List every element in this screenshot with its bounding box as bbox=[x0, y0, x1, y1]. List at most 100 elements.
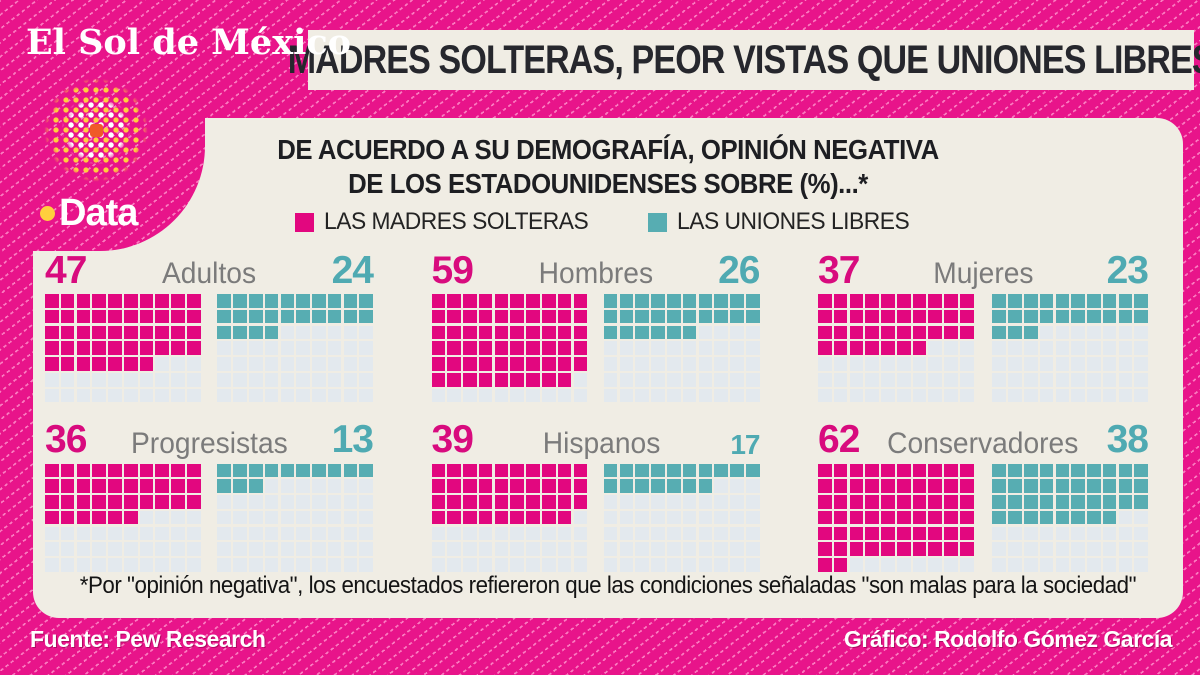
empty-cell bbox=[619, 510, 634, 525]
filled-cell bbox=[447, 479, 461, 493]
filled-cell bbox=[1008, 495, 1022, 509]
filled-cell bbox=[123, 341, 138, 355]
empty-cell bbox=[698, 388, 713, 403]
empty-cell bbox=[296, 495, 310, 509]
filled-cell bbox=[447, 495, 461, 509]
empty-cell bbox=[478, 388, 493, 403]
empty-cell bbox=[187, 542, 201, 556]
empty-cell bbox=[1102, 325, 1117, 340]
filled-cell bbox=[651, 294, 665, 308]
empty-cell bbox=[714, 495, 728, 509]
empty-cell bbox=[187, 510, 201, 525]
filled-cell bbox=[343, 294, 358, 308]
empty-cell bbox=[682, 510, 697, 525]
filled-cell bbox=[992, 463, 1006, 478]
filled-cell bbox=[463, 325, 477, 340]
empty-cell bbox=[264, 357, 279, 371]
empty-cell bbox=[1008, 558, 1022, 572]
empty-cell bbox=[171, 388, 185, 403]
empty-cell bbox=[526, 558, 540, 572]
empty-cell bbox=[1023, 542, 1038, 556]
empty-cell bbox=[944, 558, 958, 572]
empty-cell bbox=[960, 357, 974, 371]
filled-cell bbox=[510, 309, 524, 324]
empty-cell bbox=[343, 542, 358, 556]
empty-cell bbox=[343, 526, 358, 541]
empty-cell bbox=[1008, 542, 1022, 556]
filled-cell bbox=[928, 309, 943, 324]
filled-cell bbox=[833, 309, 848, 324]
empty-cell bbox=[171, 372, 185, 387]
filled-cell bbox=[573, 325, 588, 340]
filled-cell bbox=[667, 325, 681, 340]
filled-cell bbox=[944, 294, 958, 308]
filled-cell bbox=[139, 325, 154, 340]
empty-cell bbox=[1118, 325, 1133, 340]
empty-cell bbox=[651, 526, 665, 541]
filled-cell bbox=[944, 463, 958, 478]
empty-cell bbox=[296, 341, 310, 355]
empty-cell bbox=[865, 388, 879, 403]
waffle-madres bbox=[431, 463, 588, 572]
filled-cell bbox=[264, 294, 279, 308]
empty-cell bbox=[312, 341, 326, 355]
filled-cell bbox=[92, 495, 106, 509]
empty-cell bbox=[431, 542, 446, 556]
filled-cell bbox=[92, 309, 106, 324]
filled-cell bbox=[123, 325, 138, 340]
empty-cell bbox=[1039, 372, 1054, 387]
filled-cell bbox=[1102, 510, 1117, 525]
empty-cell bbox=[217, 542, 231, 556]
filled-cell bbox=[187, 325, 201, 340]
filled-cell bbox=[280, 463, 295, 478]
empty-cell bbox=[944, 357, 958, 371]
filled-cell bbox=[944, 510, 958, 525]
filled-cell bbox=[912, 341, 927, 355]
empty-cell bbox=[463, 558, 477, 572]
empty-cell bbox=[155, 558, 170, 572]
empty-cell bbox=[1039, 357, 1054, 371]
empty-cell bbox=[745, 341, 760, 355]
filled-cell bbox=[494, 294, 509, 308]
empty-cell bbox=[280, 372, 295, 387]
empty-cell bbox=[343, 558, 358, 572]
empty-cell bbox=[510, 558, 524, 572]
empty-cell bbox=[557, 558, 572, 572]
filled-cell bbox=[123, 309, 138, 324]
filled-cell bbox=[881, 495, 895, 509]
waffle-madres bbox=[431, 294, 588, 403]
empty-cell bbox=[478, 558, 493, 572]
filled-cell bbox=[123, 463, 138, 478]
empty-cell bbox=[1008, 372, 1022, 387]
empty-cell bbox=[881, 388, 895, 403]
empty-cell bbox=[343, 388, 358, 403]
empty-cell bbox=[1055, 388, 1070, 403]
graphic-credit: Gráfico: Rodolfo Gómez García bbox=[844, 626, 1173, 652]
empty-cell bbox=[478, 542, 493, 556]
filled-cell bbox=[431, 325, 446, 340]
empty-cell bbox=[526, 526, 540, 541]
filled-cell bbox=[992, 325, 1006, 340]
filled-cell bbox=[312, 309, 326, 324]
filled-cell bbox=[123, 357, 138, 371]
filled-cell bbox=[865, 542, 879, 556]
filled-cell bbox=[1102, 495, 1117, 509]
source-credit: Fuente: Pew Research bbox=[30, 626, 266, 652]
filled-cell bbox=[1071, 479, 1085, 493]
empty-cell bbox=[248, 341, 263, 355]
empty-cell bbox=[745, 372, 760, 387]
empty-cell bbox=[682, 357, 697, 371]
empty-cell bbox=[217, 372, 231, 387]
empty-cell bbox=[510, 526, 524, 541]
empty-cell bbox=[264, 495, 279, 509]
empty-cell bbox=[92, 558, 106, 572]
filled-cell bbox=[833, 510, 848, 525]
filled-cell bbox=[833, 558, 848, 572]
empty-cell bbox=[187, 357, 201, 371]
filled-cell bbox=[651, 463, 665, 478]
filled-cell bbox=[818, 526, 832, 541]
filled-cell bbox=[667, 463, 681, 478]
empty-cell bbox=[264, 510, 279, 525]
filled-cell bbox=[865, 526, 879, 541]
filled-cell bbox=[833, 325, 848, 340]
